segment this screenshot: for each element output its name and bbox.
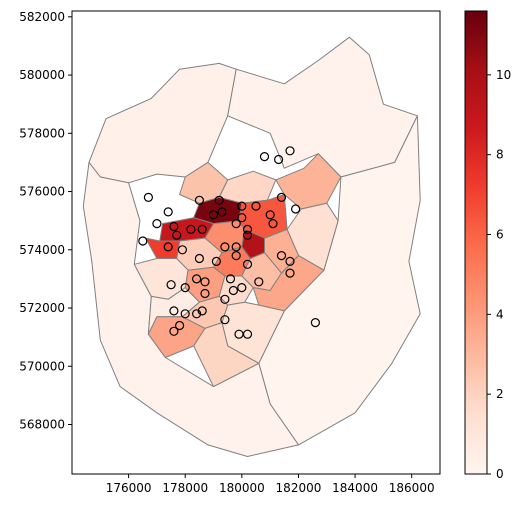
point-marker <box>208 210 219 220</box>
y-tick-label: 576000 <box>19 185 65 199</box>
x-tick-label: 186000 <box>389 481 435 495</box>
point-marker <box>220 242 230 252</box>
point-marker <box>172 230 182 240</box>
point-marker <box>192 274 202 284</box>
point-marker <box>197 224 207 234</box>
colorbar-tick-label: 2 <box>496 387 504 401</box>
colorbar-tick-label: 4 <box>496 307 504 321</box>
point-marker <box>242 329 253 339</box>
point-marker <box>231 251 241 261</box>
point-marker <box>211 256 221 266</box>
x-axis: 176000 178000 180000 182000 184000 186000 <box>106 474 435 495</box>
colorbar-gradient <box>464 10 488 475</box>
point-marker <box>217 207 227 217</box>
point-marker <box>220 315 230 325</box>
point-marker <box>310 318 320 328</box>
colorbar-tick-label: 0 <box>496 467 504 481</box>
point-marker <box>194 253 204 264</box>
point-marker <box>169 306 179 316</box>
point-marker <box>291 204 301 214</box>
y-axis: 568000 570000 572000 574000 576000 578000 5800… <box>19 10 72 431</box>
point-marker <box>194 195 204 205</box>
y-tick-label: 574000 <box>19 243 65 257</box>
point-marker <box>214 195 224 205</box>
point-marker <box>254 277 264 287</box>
point-marker <box>200 288 210 299</box>
point-marker <box>200 277 210 287</box>
point-marker <box>166 280 176 290</box>
point-marker <box>138 236 148 246</box>
observation-points <box>138 146 320 339</box>
y-tick-label: 578000 <box>19 126 65 140</box>
point-marker <box>186 224 196 234</box>
y-tick-label: 580000 <box>19 68 65 82</box>
region-polygon <box>227 36 418 178</box>
region-polygon <box>218 170 277 204</box>
point-marker <box>265 210 275 220</box>
point-marker <box>225 274 236 284</box>
point-marker <box>163 207 173 217</box>
y-tick-label: 572000 <box>19 301 65 315</box>
point-marker <box>152 219 162 229</box>
x-tick-label: 178000 <box>162 481 208 495</box>
colorbar-tick-label: 8 <box>496 148 504 162</box>
point-marker <box>285 256 295 266</box>
region-polygon <box>88 62 237 184</box>
y-tick-label: 582000 <box>19 10 65 24</box>
x-tick-label: 176000 <box>106 481 152 495</box>
point-marker <box>276 192 287 202</box>
point-marker <box>175 320 185 331</box>
point-marker <box>177 245 187 255</box>
point-marker <box>197 306 207 316</box>
region-polygon <box>275 153 342 210</box>
point-marker <box>143 192 153 202</box>
colorbar-tick-label: 10 <box>496 68 511 82</box>
map-axes-frame <box>71 10 441 475</box>
region-polygon <box>82 161 299 457</box>
point-marker <box>237 201 247 211</box>
colorbar-tick-label: 6 <box>496 228 504 242</box>
point-marker <box>192 309 202 319</box>
region-polygons <box>82 36 421 457</box>
point-marker <box>242 259 253 269</box>
colorbar-ticks: 0 2 4 6 8 10 <box>487 68 511 481</box>
point-marker <box>237 213 247 223</box>
point-marker <box>169 221 179 232</box>
point-marker <box>251 201 261 211</box>
point-marker <box>169 326 179 336</box>
point-marker <box>268 219 278 229</box>
point-marker <box>285 146 295 156</box>
y-tick-label: 568000 <box>19 417 65 431</box>
region-polygon <box>145 237 181 259</box>
colorbar: 0 2 4 6 8 10 <box>464 10 511 481</box>
point-marker <box>220 294 230 304</box>
point-marker <box>285 268 295 278</box>
point-marker <box>276 251 287 261</box>
point-marker <box>231 242 241 252</box>
x-tick-label: 180000 <box>219 481 265 495</box>
point-marker <box>180 309 190 319</box>
point-marker <box>237 283 247 293</box>
y-tick-label: 570000 <box>19 359 65 373</box>
point-marker <box>242 224 253 234</box>
point-marker <box>242 230 253 240</box>
x-tick-label: 182000 <box>276 481 322 495</box>
point-marker <box>228 285 238 296</box>
x-tick-label: 184000 <box>332 481 378 495</box>
point-marker <box>180 283 190 293</box>
point-marker <box>274 154 284 165</box>
point-marker <box>231 219 241 229</box>
point-marker <box>259 152 270 162</box>
point-marker <box>163 242 173 252</box>
